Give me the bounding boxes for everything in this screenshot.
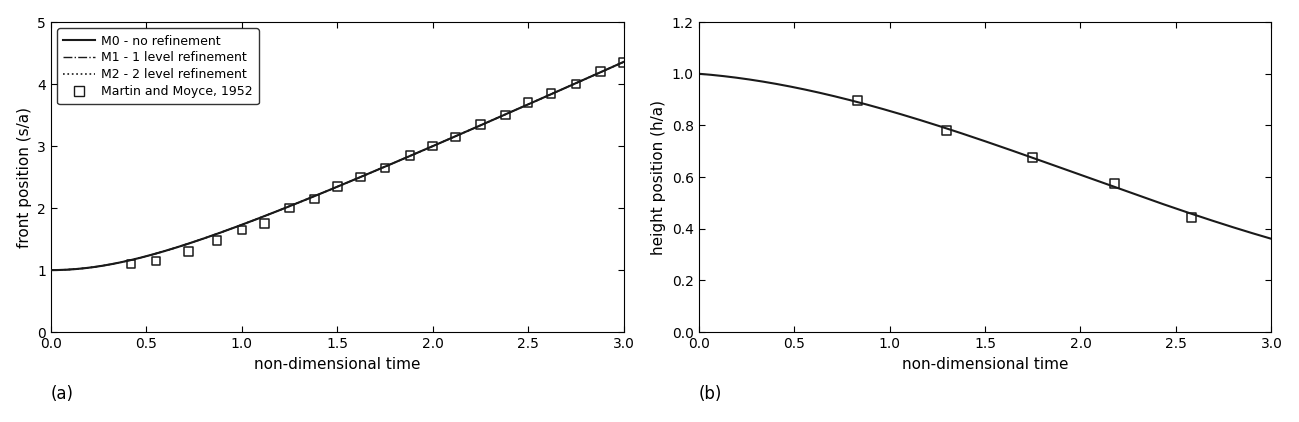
Text: (a): (a): [51, 385, 74, 403]
Point: [121, 260, 142, 267]
Text: (b): (b): [699, 385, 722, 403]
Point: [279, 205, 300, 211]
Point: [327, 183, 348, 190]
Point: [613, 59, 634, 66]
Point: [145, 257, 166, 264]
Point: [207, 237, 227, 244]
Point: [495, 112, 516, 119]
Point: [400, 152, 421, 159]
Legend: M0 - no refinement, M1 - 1 level refinement, M2 - 2 level refinement, Martin and: M0 - no refinement, M1 - 1 level refinem…: [57, 28, 259, 104]
Point: [470, 121, 491, 128]
Point: [1022, 154, 1043, 161]
Point: [446, 133, 466, 140]
Point: [937, 127, 957, 134]
Point: [231, 227, 252, 233]
Point: [422, 143, 443, 149]
Point: [349, 174, 370, 181]
Point: [255, 220, 275, 227]
Point: [565, 81, 586, 87]
X-axis label: non-dimensional time: non-dimensional time: [255, 357, 421, 371]
Point: [374, 165, 395, 171]
Point: [518, 99, 539, 106]
X-axis label: non-dimensional time: non-dimensional time: [902, 357, 1068, 371]
Point: [304, 195, 325, 202]
Point: [590, 68, 611, 75]
Y-axis label: front position (s/a): front position (s/a): [17, 107, 31, 248]
Point: [1181, 214, 1202, 221]
Point: [540, 90, 561, 97]
Y-axis label: height position (h/a): height position (h/a): [651, 100, 666, 254]
Point: [847, 97, 868, 104]
Point: [1104, 180, 1125, 187]
Point: [178, 248, 199, 255]
